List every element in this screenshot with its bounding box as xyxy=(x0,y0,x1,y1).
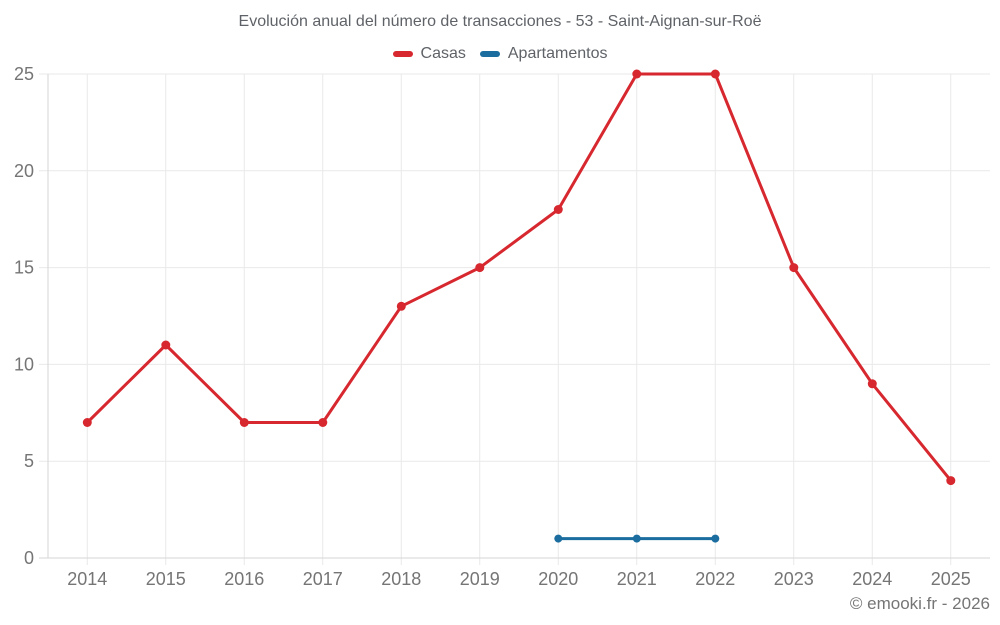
data-point-casas-2018[interactable] xyxy=(396,301,406,311)
data-point-casas-2024[interactable] xyxy=(867,379,877,389)
data-point-casas-2025[interactable] xyxy=(946,476,956,486)
y-axis-tick-label: 0 xyxy=(24,548,34,568)
data-point-casas-2015[interactable] xyxy=(161,340,171,350)
legend-label-apartamentos: Apartamentos xyxy=(507,45,608,62)
data-point-casas-2016[interactable] xyxy=(239,418,249,427)
chart-legend: Casas Apartamentos xyxy=(0,45,1000,63)
chart-title: Evolución anual del número de transaccio… xyxy=(238,13,762,30)
x-axis-tick-label: 2023 xyxy=(774,569,814,589)
x-axis-tick-label: 2018 xyxy=(381,569,421,589)
x-axis-tick-label: 2019 xyxy=(460,569,500,589)
legend-item-apartamentos[interactable]: Apartamentos xyxy=(479,45,608,63)
x-axis-tick-label: 2021 xyxy=(617,569,657,589)
series-line-casas xyxy=(85,72,953,483)
x-axis-tick-label: 2020 xyxy=(538,569,578,589)
data-point-casas-2021[interactable] xyxy=(632,69,642,79)
x-axis-tick-label: 2024 xyxy=(852,569,892,589)
x-axis-tick-label: 2017 xyxy=(303,569,343,589)
data-point-casas-2014[interactable] xyxy=(82,418,92,427)
data-point-casas-2022[interactable] xyxy=(710,69,720,79)
x-axis-tick-label: 2022 xyxy=(695,569,735,589)
data-point-apartamentos-2022[interactable] xyxy=(711,534,720,543)
y-axis-tick-label: 25 xyxy=(14,64,34,84)
legend-label-casas: Casas xyxy=(420,45,466,62)
y-axis-tick-label: 20 xyxy=(14,161,34,181)
data-point-casas-2020[interactable] xyxy=(553,205,563,214)
data-point-casas-2023[interactable] xyxy=(789,263,799,273)
y-axis-tick-label: 5 xyxy=(24,451,34,471)
casas-series-swatch-icon xyxy=(392,51,413,57)
copyright-text: © emooki.fr - 2026 xyxy=(849,594,990,613)
x-axis-tick-label: 2015 xyxy=(146,569,186,589)
x-axis-tick-label: 2025 xyxy=(931,569,971,589)
x-axis-tick-label: 2016 xyxy=(224,569,264,589)
y-axis-tick-label: 10 xyxy=(14,354,34,374)
y-axis-tick-label: 15 xyxy=(14,258,34,278)
data-point-casas-2017[interactable] xyxy=(318,418,328,427)
data-point-casas-2019[interactable] xyxy=(475,263,485,273)
data-point-apartamentos-2020[interactable] xyxy=(554,534,563,543)
data-point-apartamentos-2021[interactable] xyxy=(632,534,641,543)
apartamentos-series-swatch-icon xyxy=(479,51,500,57)
x-axis-tick-label: 2014 xyxy=(67,569,107,589)
legend-item-casas[interactable]: Casas xyxy=(392,45,466,63)
